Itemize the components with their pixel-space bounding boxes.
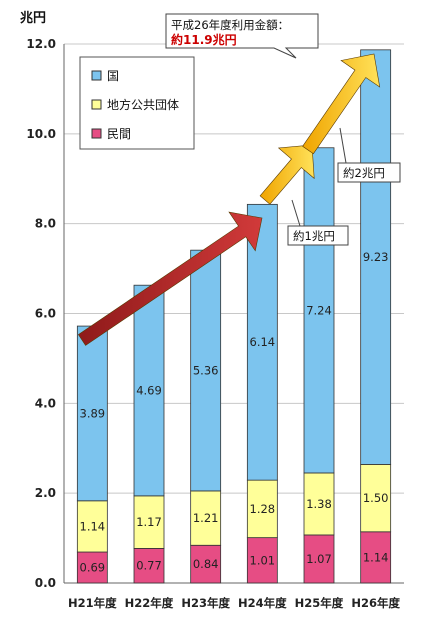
y-tick-label: 2.0 xyxy=(35,486,56,500)
bar-segment-kuni xyxy=(190,249,222,492)
bar-value-label: 6.14 xyxy=(250,335,276,349)
trend-arrows xyxy=(77,53,381,346)
top-callout-line1: 平成26年度利用金額： xyxy=(171,18,289,32)
bar-value-label: 1.14 xyxy=(80,519,106,533)
bar-value-label: 3.89 xyxy=(80,406,106,420)
callout-h24-text: 約1兆円 xyxy=(293,229,335,243)
legend-swatch-kuni xyxy=(91,70,102,81)
y-tick-label: 6.0 xyxy=(35,307,56,321)
bar-segment-minkan xyxy=(303,534,335,584)
x-tick-label: H23年度 xyxy=(181,596,230,610)
bar-segment-kuni xyxy=(360,49,392,465)
bar-segment-kuni xyxy=(303,147,335,474)
x-tick-label: H24年度 xyxy=(238,596,287,610)
bar-value-label: 9.23 xyxy=(363,250,389,264)
legend: 国 地方公共団体 民間 xyxy=(79,56,195,150)
legend-label-kuni: 国 xyxy=(107,69,119,83)
bar-segment-minkan xyxy=(133,548,165,584)
bar-segment-chiho xyxy=(133,495,165,549)
bar-value-label: 1.28 xyxy=(250,502,276,516)
bar-value-label: 1.17 xyxy=(136,515,162,529)
callout-h25: 約2兆円 xyxy=(337,127,401,183)
callout-h24-pointer xyxy=(291,199,301,227)
bar-value-label: 1.01 xyxy=(250,553,276,567)
y-tick-label: 8.0 xyxy=(35,217,56,231)
bar-segment-chiho xyxy=(76,500,108,553)
bar-segment-minkan xyxy=(360,531,392,584)
x-tick-label: H21年度 xyxy=(68,596,117,610)
y-tick-label: 12.0 xyxy=(26,37,56,51)
trend-arrow-orange-2 xyxy=(302,53,381,155)
bar-value-label: 1.07 xyxy=(306,552,332,566)
y-axis-ticks: 0.0 2.0 4.0 6.0 8.0 10.0 12.0 xyxy=(26,37,56,590)
bar-segment-minkan xyxy=(76,551,108,584)
trend-arrow-orange-1 xyxy=(259,144,315,205)
bar-segment-minkan xyxy=(246,537,278,584)
bar-value-label: 1.21 xyxy=(193,511,219,525)
bar-segment-chiho xyxy=(190,490,222,546)
legend-label-chiho: 地方公共団体 xyxy=(107,97,179,112)
y-tick-label: 4.0 xyxy=(35,396,56,410)
callout-h25-pointer xyxy=(339,127,347,164)
bar-value-label: 7.24 xyxy=(306,303,332,317)
legend-swatch-chiho xyxy=(91,99,102,110)
bar-value-label: 0.69 xyxy=(80,561,106,575)
bar-value-label: 5.36 xyxy=(193,364,219,378)
bar-segment-kuni xyxy=(246,203,278,481)
bar-segment-chiho xyxy=(246,479,278,539)
bar-segment-minkan xyxy=(190,544,222,584)
legend-swatch-minkan xyxy=(91,128,102,139)
x-tick-label: H26年度 xyxy=(351,596,400,610)
bar-value-label: 0.84 xyxy=(193,557,219,571)
bar-segment-kuni xyxy=(133,284,165,497)
bar-value-label: 1.50 xyxy=(363,491,389,505)
bar-segment-chiho xyxy=(303,472,335,536)
callout-h25-box xyxy=(337,162,401,183)
bar-value-label: 1.38 xyxy=(306,497,332,511)
bar-segment-kuni xyxy=(76,325,108,502)
bar-value-label: 0.77 xyxy=(136,559,162,573)
top-callout-line2: 約11.9兆円 xyxy=(171,32,237,47)
bar-segment-chiho xyxy=(360,464,392,533)
top-callout-bubble xyxy=(165,13,319,59)
trend-arrow-red xyxy=(77,211,263,346)
y-tick-label: 0.0 xyxy=(35,576,56,590)
x-tick-label: H22年度 xyxy=(125,596,174,610)
callout-h24: 約1兆円 xyxy=(287,199,349,246)
bar-value-label: 1.14 xyxy=(363,550,389,564)
bars-layer: 0.69 0.77 0.84 1.01 1.07 1.14 1.14 1.17 1.21 1.28… xyxy=(76,49,392,584)
bar-value-label: 4.69 xyxy=(136,384,162,398)
y-tick-label: 10.0 xyxy=(26,127,56,141)
callout-h24-box xyxy=(287,225,349,246)
callout-h25-text: 約2兆円 xyxy=(343,166,385,180)
x-tick-label: H25年度 xyxy=(295,596,344,610)
x-axis-ticks: H21年度 H22年度 H23年度 H24年度 H25年度 H26年度 xyxy=(68,596,400,610)
legend-label-minkan: 民間 xyxy=(107,127,131,141)
y-axis-unit-label: 兆円 xyxy=(20,10,46,26)
top-callout: 平成26年度利用金額： 約11.9兆円 xyxy=(165,13,319,59)
